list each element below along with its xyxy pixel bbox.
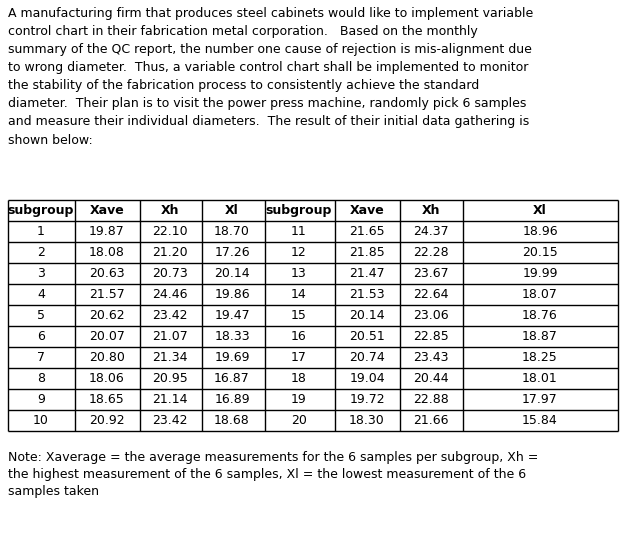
Text: 20.51: 20.51 <box>349 330 385 343</box>
Text: 18.65: 18.65 <box>89 393 125 406</box>
Text: 16.87: 16.87 <box>214 372 250 385</box>
Text: subgroup: subgroup <box>8 204 74 217</box>
Text: 19.47: 19.47 <box>214 309 250 322</box>
Text: 18.25: 18.25 <box>522 351 558 364</box>
Text: 19.69: 19.69 <box>214 351 250 364</box>
Text: 23.42: 23.42 <box>152 414 188 427</box>
Text: 23.67: 23.67 <box>413 267 449 280</box>
Text: the highest measurement of the 6 samples, Xl = the lowest measurement of the 6: the highest measurement of the 6 samples… <box>8 468 526 481</box>
Text: Xh: Xh <box>422 204 440 217</box>
Text: 23.06: 23.06 <box>413 309 449 322</box>
Text: Xl: Xl <box>533 204 547 217</box>
Text: 4: 4 <box>37 288 45 301</box>
Text: 16.89: 16.89 <box>214 393 250 406</box>
Text: 20.80: 20.80 <box>89 351 125 364</box>
Text: 20.14: 20.14 <box>214 267 250 280</box>
Text: subgroup: subgroup <box>266 204 332 217</box>
Text: 15: 15 <box>291 309 307 322</box>
Text: 18.96: 18.96 <box>522 225 558 238</box>
Text: 18.76: 18.76 <box>522 309 558 322</box>
Text: 16: 16 <box>291 330 307 343</box>
Text: 15.84: 15.84 <box>522 414 558 427</box>
Text: 9: 9 <box>37 393 45 406</box>
Text: 17.26: 17.26 <box>214 246 250 259</box>
Text: 21.20: 21.20 <box>152 246 188 259</box>
Text: 22.64: 22.64 <box>413 288 449 301</box>
Text: 22.88: 22.88 <box>413 393 449 406</box>
Text: 20.62: 20.62 <box>89 309 125 322</box>
Text: 7: 7 <box>37 351 45 364</box>
Text: and measure their individual diameters.  The result of their initial data gather: and measure their individual diameters. … <box>8 115 529 129</box>
Text: A manufacturing firm that produces steel cabinets would like to implement variab: A manufacturing firm that produces steel… <box>8 8 533 21</box>
Text: 2: 2 <box>37 246 45 259</box>
Text: 17.97: 17.97 <box>522 393 558 406</box>
Text: 13: 13 <box>291 267 307 280</box>
Text: 21.47: 21.47 <box>349 267 385 280</box>
Text: 21.07: 21.07 <box>152 330 188 343</box>
Text: 23.42: 23.42 <box>152 309 188 322</box>
Text: Xave: Xave <box>90 204 124 217</box>
Text: 12: 12 <box>291 246 307 259</box>
Text: 21.57: 21.57 <box>89 288 125 301</box>
Text: 18.68: 18.68 <box>214 414 250 427</box>
Text: 20.07: 20.07 <box>89 330 125 343</box>
Text: Xl: Xl <box>225 204 239 217</box>
Text: 20.63: 20.63 <box>89 267 125 280</box>
Text: 3: 3 <box>37 267 45 280</box>
Text: 18.87: 18.87 <box>522 330 558 343</box>
Text: 14: 14 <box>291 288 307 301</box>
Text: diameter.  Their plan is to visit the power press machine, randomly pick 6 sampl: diameter. Their plan is to visit the pow… <box>8 97 526 110</box>
Text: 17: 17 <box>291 351 307 364</box>
Text: 21.85: 21.85 <box>349 246 385 259</box>
Text: 22.10: 22.10 <box>152 225 188 238</box>
Text: 22.28: 22.28 <box>413 246 449 259</box>
Text: 10: 10 <box>33 414 49 427</box>
Text: 21.34: 21.34 <box>152 351 188 364</box>
Text: shown below:: shown below: <box>8 134 93 147</box>
Text: 20.92: 20.92 <box>89 414 125 427</box>
Text: 11: 11 <box>291 225 307 238</box>
Text: 18.06: 18.06 <box>89 372 125 385</box>
Text: 19.99: 19.99 <box>522 267 558 280</box>
Text: 5: 5 <box>37 309 45 322</box>
Text: Xh: Xh <box>161 204 179 217</box>
Text: 19.04: 19.04 <box>349 372 385 385</box>
Text: 8: 8 <box>37 372 45 385</box>
Text: 19.87: 19.87 <box>89 225 125 238</box>
Text: 20.73: 20.73 <box>152 267 188 280</box>
Text: 24.46: 24.46 <box>152 288 188 301</box>
Text: 6: 6 <box>37 330 45 343</box>
Text: 18.33: 18.33 <box>214 330 250 343</box>
Text: 18: 18 <box>291 372 307 385</box>
Text: 21.66: 21.66 <box>413 414 449 427</box>
Text: 19.86: 19.86 <box>214 288 250 301</box>
Text: 20.14: 20.14 <box>349 309 385 322</box>
Text: 21.53: 21.53 <box>349 288 385 301</box>
Text: the stability of the fabrication process to consistently achieve the standard: the stability of the fabrication process… <box>8 80 479 93</box>
Text: 20.74: 20.74 <box>349 351 385 364</box>
Text: 18.01: 18.01 <box>522 372 558 385</box>
Text: 18.70: 18.70 <box>214 225 250 238</box>
Text: 20.95: 20.95 <box>152 372 188 385</box>
Text: 22.85: 22.85 <box>413 330 449 343</box>
Text: 19: 19 <box>291 393 307 406</box>
Text: 18.30: 18.30 <box>349 414 385 427</box>
Text: 21.65: 21.65 <box>349 225 385 238</box>
Text: 20.44: 20.44 <box>413 372 449 385</box>
Text: 18.07: 18.07 <box>522 288 558 301</box>
Text: to wrong diameter.  Thus, a variable control chart shall be implemented to monit: to wrong diameter. Thus, a variable cont… <box>8 62 528 75</box>
Text: 23.43: 23.43 <box>413 351 449 364</box>
Text: 19.72: 19.72 <box>349 393 385 406</box>
Text: 21.14: 21.14 <box>152 393 188 406</box>
Text: 20.15: 20.15 <box>522 246 558 259</box>
Text: summary of the QC report, the number one cause of rejection is mis-alignment due: summary of the QC report, the number one… <box>8 43 532 56</box>
Text: 18.08: 18.08 <box>89 246 125 259</box>
Text: 1: 1 <box>37 225 45 238</box>
Text: 20: 20 <box>291 414 307 427</box>
Text: Xave: Xave <box>350 204 384 217</box>
Text: 24.37: 24.37 <box>413 225 449 238</box>
Text: Note: Xaverage = the average measurements for the 6 samples per subgroup, Xh =: Note: Xaverage = the average measurement… <box>8 451 538 464</box>
Text: samples taken: samples taken <box>8 485 99 498</box>
Text: control chart in their fabrication metal corporation.   Based on the monthly: control chart in their fabrication metal… <box>8 25 478 38</box>
